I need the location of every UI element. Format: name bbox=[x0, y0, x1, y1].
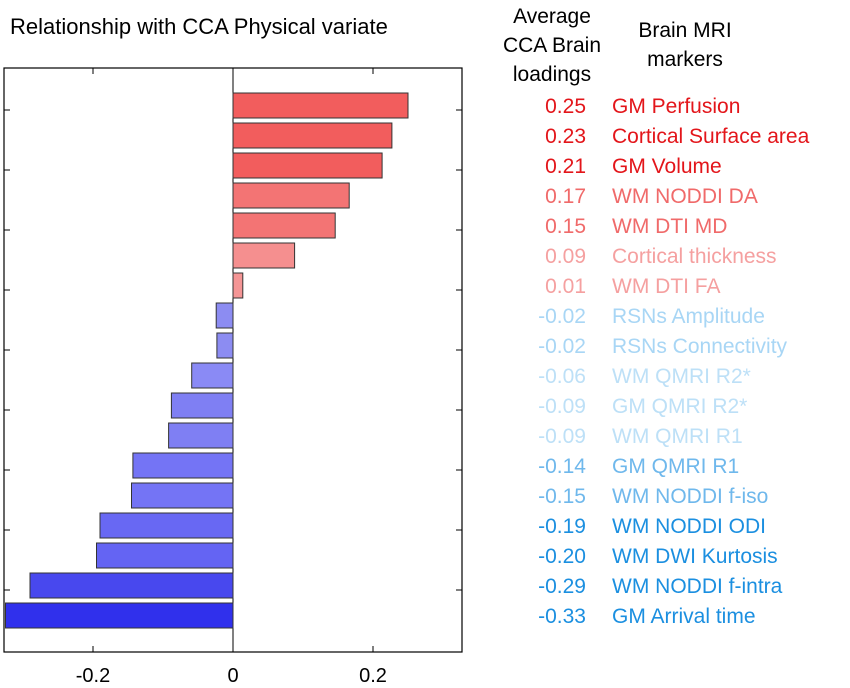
loading-value: -0.14 bbox=[538, 455, 586, 478]
marker-label: WM NODDI f-intra bbox=[612, 575, 783, 598]
bar-wm-qmri-r2- bbox=[191, 362, 234, 389]
marker-row: 0.17 WM NODDI DA bbox=[490, 182, 850, 212]
loadings-header-line-3: loadings bbox=[512, 63, 592, 86]
marker-label: WM NODDI f-iso bbox=[612, 485, 769, 508]
marker-row: -0.29 WM NODDI f-intra bbox=[490, 572, 850, 602]
loading-value: -0.09 bbox=[538, 425, 586, 448]
marker-row: 0.21 GM Volume bbox=[490, 152, 850, 182]
marker-row: 0.09 Cortical thickness bbox=[490, 242, 850, 272]
bar-gm-qmri-r1 bbox=[132, 452, 234, 479]
loading-value: 0.01 bbox=[545, 275, 586, 298]
marker-row: -0.02 RSNs Amplitude bbox=[490, 302, 850, 332]
loadings-header-line-2: CCA Brain bbox=[502, 34, 602, 57]
loading-value: -0.02 bbox=[538, 335, 586, 358]
loadings-header-line-1: Average bbox=[513, 5, 591, 28]
marker-label: WM DTI FA bbox=[612, 275, 721, 298]
marker-label: GM QMRI R1 bbox=[612, 455, 740, 478]
loading-value: -0.15 bbox=[538, 485, 586, 508]
marker-row: 0.25 GM Perfusion bbox=[490, 92, 850, 122]
bar-cortical-thickness bbox=[232, 242, 296, 269]
marker-row: -0.20 WM DWI Kurtosis bbox=[490, 542, 850, 572]
bar-wm-noddi-f-intra bbox=[29, 572, 234, 599]
marker-row: -0.19 WM NODDI ODI bbox=[490, 512, 850, 542]
marker-row: -0.02 RSNs Connectivity bbox=[490, 332, 850, 362]
marker-row: 0.15 WM DTI MD bbox=[490, 212, 850, 242]
bar-gm-qmri-r2- bbox=[170, 392, 234, 419]
bar-gm-perfusion bbox=[232, 92, 409, 119]
bar-gm-arrival-time bbox=[5, 602, 234, 629]
loading-value: 0.15 bbox=[545, 215, 586, 238]
marker-label: WM NODDI DA bbox=[612, 185, 758, 208]
marker-row: -0.09 GM QMRI R2* bbox=[490, 392, 850, 422]
markers-header-line-2: markers bbox=[647, 48, 723, 71]
loading-value: -0.20 bbox=[538, 545, 586, 568]
marker-label: WM QMRI R2* bbox=[612, 365, 751, 388]
marker-label: WM DWI Kurtosis bbox=[612, 545, 778, 568]
markers-header-line-1: Brain MRI bbox=[638, 19, 732, 42]
marker-label: RSNs Connectivity bbox=[612, 335, 788, 358]
marker-row: -0.15 WM NODDI f-iso bbox=[490, 482, 850, 512]
loading-value: -0.33 bbox=[538, 605, 586, 628]
bar-wm-noddi-da bbox=[232, 182, 350, 209]
marker-row: 0.23 Cortical Surface area bbox=[490, 122, 850, 152]
marker-label: WM NODDI ODI bbox=[612, 515, 766, 538]
bar-cortical-surface-area bbox=[232, 122, 393, 149]
marker-label: Cortical Surface area bbox=[612, 125, 810, 148]
marker-label: WM QMRI R1 bbox=[612, 425, 743, 448]
marker-label: Cortical thickness bbox=[612, 245, 777, 268]
loadings-column-header: Average CCA Brain loadings bbox=[494, 2, 610, 89]
loading-value: 0.21 bbox=[545, 155, 586, 178]
bar-wm-dwi-kurtosis bbox=[96, 542, 234, 569]
marker-label: GM Volume bbox=[612, 155, 722, 178]
loading-value: -0.29 bbox=[538, 575, 586, 598]
marker-label: GM QMRI R2* bbox=[612, 395, 748, 418]
marker-row: -0.09 WM QMRI R1 bbox=[490, 422, 850, 452]
bar-rsns-connectivity bbox=[216, 332, 234, 359]
bar-wm-dti-fa bbox=[232, 272, 244, 299]
marker-row: -0.14 GM QMRI R1 bbox=[490, 452, 850, 482]
bar-wm-noddi-f-iso bbox=[131, 482, 234, 509]
bar-gm-volume bbox=[232, 152, 383, 179]
loading-value: 0.23 bbox=[545, 125, 586, 148]
x-tick-label: 0.2 bbox=[359, 665, 387, 687]
x-tick-label: -0.2 bbox=[76, 665, 110, 687]
marker-label: GM Perfusion bbox=[612, 95, 741, 118]
x-tick-label: 0 bbox=[227, 665, 238, 687]
markers-column-header: Brain MRI markers bbox=[620, 16, 750, 74]
marker-label: RSNs Amplitude bbox=[612, 305, 765, 328]
marker-label: GM Arrival time bbox=[612, 605, 756, 628]
loading-value: -0.09 bbox=[538, 395, 586, 418]
bar-rsns-amplitude bbox=[215, 302, 234, 329]
loading-value: 0.09 bbox=[545, 245, 586, 268]
loading-value: -0.06 bbox=[538, 365, 586, 388]
marker-row: -0.33 GM Arrival time bbox=[490, 602, 850, 632]
loading-value: 0.17 bbox=[545, 185, 586, 208]
chart-title: Relationship with CCA Physical variate bbox=[10, 14, 388, 39]
loading-value: 0.25 bbox=[545, 95, 586, 118]
marker-label: WM DTI MD bbox=[612, 215, 728, 238]
bar-wm-qmri-r1 bbox=[168, 422, 234, 449]
marker-row: -0.06 WM QMRI R2* bbox=[490, 362, 850, 392]
bar-wm-noddi-odi bbox=[99, 512, 234, 539]
marker-row: 0.01 WM DTI FA bbox=[490, 272, 850, 302]
loading-value: -0.02 bbox=[538, 305, 586, 328]
loading-value: -0.19 bbox=[538, 515, 586, 538]
bar-wm-dti-md bbox=[232, 212, 336, 239]
